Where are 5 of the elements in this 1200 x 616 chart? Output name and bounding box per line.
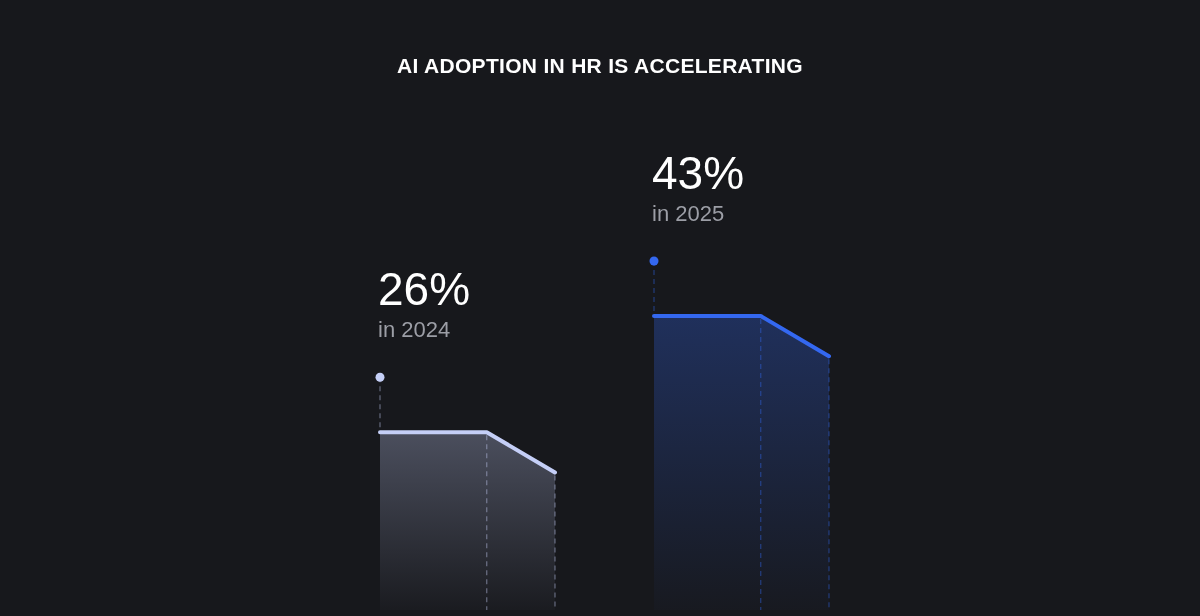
data-label: 26%	[378, 263, 471, 316]
data-label: 43%	[652, 147, 745, 199]
chart-title: AI ADOPTION IN HR IS ACCELERATING	[396, 54, 804, 78]
text: in 2025	[652, 201, 725, 226]
annotation: in 2024	[378, 317, 451, 343]
